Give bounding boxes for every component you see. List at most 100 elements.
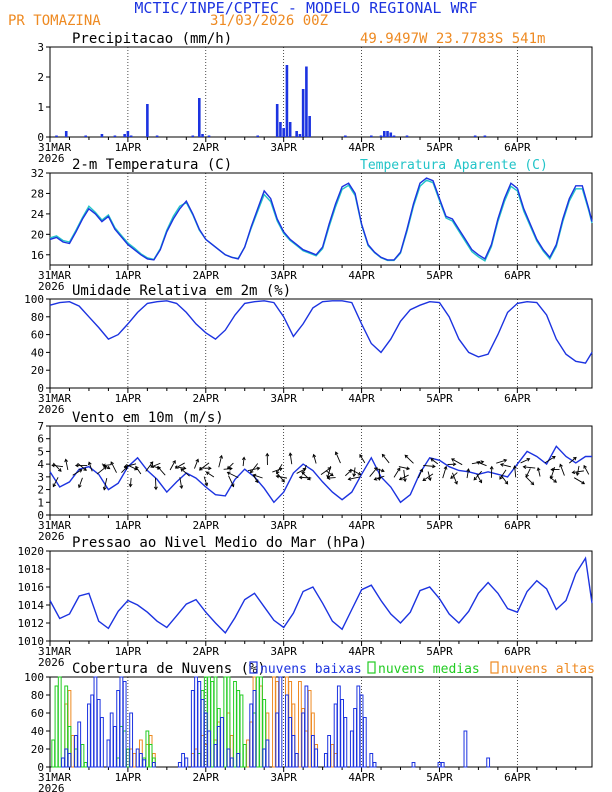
wind-arrow	[369, 467, 378, 477]
cloud-bar	[333, 703, 338, 768]
wind-arrow-head	[427, 477, 432, 482]
wind-arrow-head	[198, 467, 203, 471]
wind-arrow	[353, 467, 356, 477]
cloud-bar	[272, 676, 276, 768]
precip-bar	[305, 66, 308, 137]
wind-arrow	[157, 466, 166, 476]
wind-arrow	[403, 470, 406, 482]
cloud-bar	[259, 676, 263, 768]
precip-bar	[295, 131, 298, 137]
cloud-bar	[278, 676, 283, 768]
cloud-bar	[213, 744, 218, 768]
x-tick-label: 31MAR	[38, 645, 71, 658]
wind-arrow-head	[153, 486, 158, 491]
x-year-label: 2026	[38, 530, 65, 543]
wind-arrow-head	[195, 458, 200, 463]
cloud-bar	[233, 681, 237, 768]
wind-arrow	[88, 462, 93, 472]
panel-title: Precipitacao (mm/h)	[72, 31, 232, 47]
wind-arrow-head	[102, 463, 107, 468]
wind-arrow-head	[489, 465, 494, 470]
wind-arrow-head	[499, 463, 504, 467]
cloud-bar	[249, 703, 254, 768]
wind-arrow	[544, 456, 556, 464]
legend-swatch	[490, 661, 499, 674]
x-tick-label: 6APR	[504, 269, 531, 282]
cloud-bar	[349, 730, 354, 768]
cloud-bar	[145, 730, 150, 768]
wind-arrow	[135, 466, 142, 475]
panel-6: 0 20 40 60 80 100 31MAR 1APR 2APR 3APR 4APR 5APR 6AP…	[24, 661, 595, 792]
precip-bar	[382, 131, 386, 137]
x-tick-label: 4APR	[348, 392, 375, 405]
cloud-bar	[190, 690, 195, 768]
wind-arrow	[206, 471, 215, 478]
precip-bar	[389, 132, 393, 137]
wind-arrow	[51, 464, 64, 468]
wind-arrow-head	[298, 475, 303, 480]
wind-arrow-head	[254, 479, 259, 484]
wind-arrow	[514, 465, 517, 478]
y-tick-label: 6	[37, 433, 44, 446]
precip-bar	[370, 135, 373, 137]
wind-arrow	[150, 462, 161, 468]
wind-arrow-head	[476, 460, 481, 465]
y-tick-label: 20	[31, 364, 44, 377]
wind-arrow-head	[219, 454, 223, 459]
wind-arrow-head	[52, 483, 57, 488]
wind-arrow	[126, 464, 138, 470]
x-tick-label: 2APR	[193, 269, 220, 282]
panel-frame	[49, 425, 593, 516]
wind-arrow-head	[430, 458, 435, 462]
precip-bar	[129, 135, 133, 137]
x-tick-label: 5APR	[426, 141, 453, 154]
y-tick-label: 0	[37, 509, 44, 522]
cloud-bar	[90, 694, 95, 768]
wind-arrow	[103, 477, 108, 490]
x-tick-label: 6APR	[504, 645, 531, 658]
wind-arrow	[101, 463, 110, 470]
cloud-bar	[80, 744, 85, 768]
wind-arrow-head	[398, 476, 403, 481]
precip-bar	[123, 134, 126, 137]
wind-arrow-head	[106, 465, 111, 470]
wind-arrow	[476, 461, 487, 467]
cloud-bar	[362, 717, 367, 768]
wind-arrow	[537, 467, 541, 477]
wind-arrow	[423, 465, 436, 467]
wind-arrow-head	[180, 468, 185, 472]
y-tick-label: 1010	[18, 635, 45, 648]
y-tick-label: 5	[37, 445, 44, 458]
panel-2: 16 20 24 28 32 31MAR 1APR 2APR 3APR 4APR 5APR 6APR 2…	[31, 157, 593, 293]
cloud-bar	[132, 753, 137, 768]
wind-arrow-head	[499, 476, 503, 480]
precip-bar	[126, 131, 130, 137]
wind-arrow-head	[123, 464, 128, 469]
wind-arrow	[345, 469, 352, 477]
wind-arrow	[250, 463, 259, 474]
cloud-bar	[74, 735, 78, 768]
x-year-label: 2026	[38, 403, 65, 416]
x-tick-label: 4APR	[348, 771, 375, 784]
wind-arrow-head	[204, 482, 209, 487]
y-tick-label: 40	[31, 346, 44, 359]
panel-frame	[49, 298, 593, 389]
cloud-bar	[181, 753, 185, 768]
x-tick-label: 5APR	[426, 645, 453, 658]
wind-arrow-head	[157, 466, 161, 470]
wind-arrow-head	[452, 462, 457, 467]
cloud-bar	[51, 739, 56, 768]
cloud-bar	[298, 681, 302, 768]
cloud-bar	[411, 762, 416, 768]
precip-bar	[64, 131, 68, 137]
precip-bar	[288, 122, 292, 137]
series-apparent-temp	[49, 179, 593, 262]
wind-arrow	[289, 453, 293, 465]
wind-arrow-head	[525, 473, 529, 478]
y-tick-label: 1	[37, 101, 44, 114]
wind-arrow-head	[478, 479, 483, 484]
x-tick-label: 3APR	[270, 771, 297, 784]
x-tick-label: 6APR	[504, 519, 531, 532]
cloud-bar	[210, 681, 215, 768]
x-year-label: 2026	[38, 656, 65, 669]
